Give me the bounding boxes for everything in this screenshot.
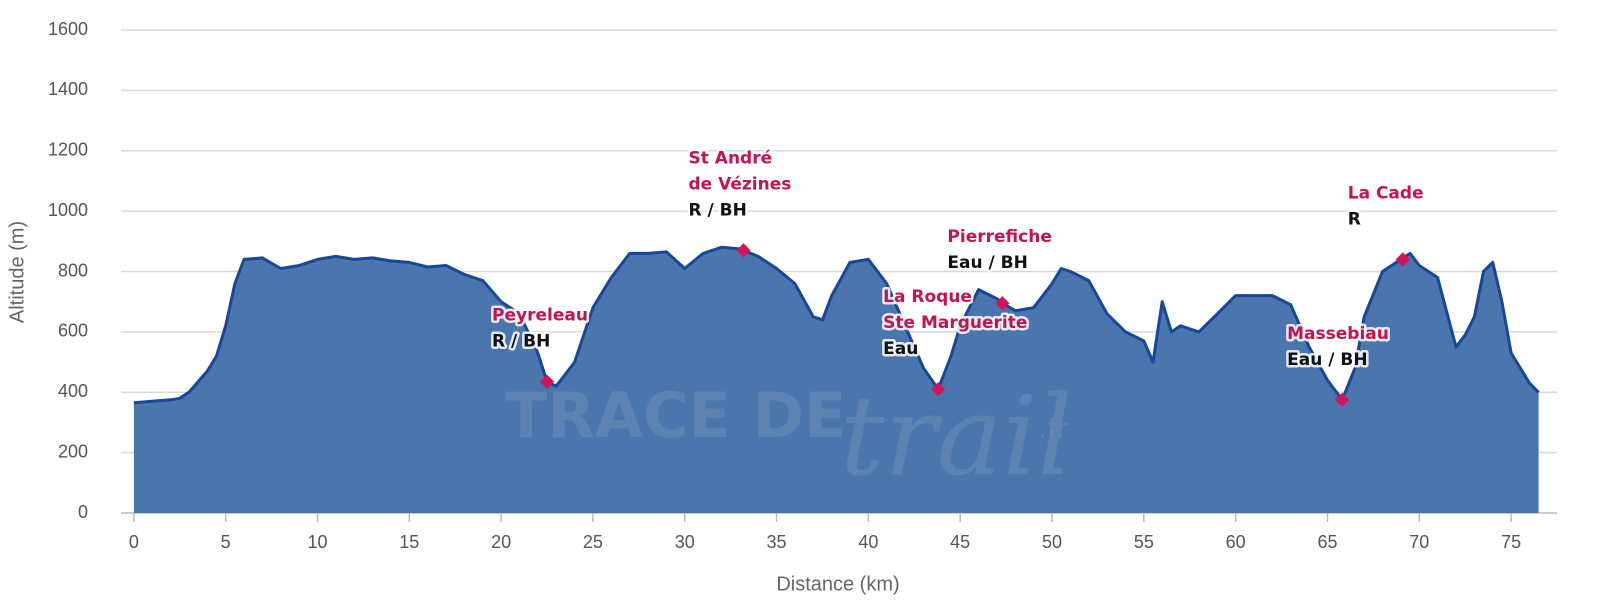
y-tick-label: 400 (58, 381, 88, 401)
waypoint-info: R / BH (689, 200, 747, 220)
waypoint-info: R / BH (492, 332, 550, 352)
waypoint-name: Ste Marguerite (883, 313, 1027, 333)
waypoint-name: de Vézines (689, 174, 792, 194)
x-tick-label: 20 (491, 532, 511, 552)
x-tick-label: 45 (950, 532, 970, 552)
waypoint-marker (1395, 252, 1410, 267)
y-tick-label: 600 (58, 321, 88, 341)
x-tick-label: 35 (767, 532, 787, 552)
waypoint-name: Peyreleau (492, 306, 588, 326)
x-tick-label: 0 (129, 532, 139, 552)
x-tick-label: 10 (307, 532, 327, 552)
y-tick-label: 1000 (48, 200, 88, 220)
x-tick-label: 70 (1409, 532, 1429, 552)
x-tick-label: 60 (1226, 532, 1246, 552)
plot (133, 245, 1540, 514)
x-tick-label: 30 (675, 532, 695, 552)
waypoint-marker (539, 374, 555, 389)
waypoint-marker (736, 243, 751, 258)
watermark-script: trail (840, 372, 1073, 500)
waypoint-name: La Cade (1348, 183, 1424, 203)
y-tick-label: 200 (58, 441, 88, 461)
y-tick-label: 800 (58, 260, 88, 280)
watermark: TRACE DE trail .fr (505, 372, 1073, 500)
y-tick-label: 1600 (48, 19, 88, 39)
x-tick-label: 50 (1042, 532, 1062, 552)
y-tick-label: 1400 (48, 79, 88, 99)
x-tick-label: 65 (1317, 532, 1337, 552)
waypoint-marker (931, 382, 946, 397)
labels: 0 200 400 600 800 1000 1200 1400 1600 0 5 10 15 20 25 3… (48, 19, 1521, 552)
waypoint-info: Eau / BH (1287, 350, 1367, 370)
watermark-main: TRACE DE (505, 379, 846, 452)
waypoint-info: R (1348, 209, 1361, 229)
x-tick-label: 5 (221, 532, 231, 552)
waypoint-info: Eau (883, 339, 918, 359)
waypoint-name: La Roque (883, 287, 972, 307)
waypoint-name: Massebiau (1287, 324, 1389, 344)
waypoint-name: Pierrefiche (947, 227, 1051, 247)
waypoint-name: St André (689, 148, 773, 168)
waypoint-info: Eau / BH (947, 253, 1027, 273)
x-axis-title: Distance (km) (776, 573, 899, 595)
y-axis-title: Altitude (m) (6, 221, 28, 323)
waypoint-marker (1335, 392, 1350, 407)
area (133, 247, 1539, 514)
waypoint-marker (995, 296, 1010, 311)
y-tick-label: 1200 (48, 140, 88, 160)
x-tick-label: 75 (1501, 532, 1521, 552)
x-tick-label: 25 (583, 532, 603, 552)
x-tick-label: 55 (1134, 532, 1154, 552)
x-tick-label: 40 (858, 532, 878, 552)
y-tick-label: 0 (78, 502, 88, 522)
watermark-suffix: .fr (1038, 412, 1069, 445)
x-tick-label: 15 (399, 532, 419, 552)
line (133, 245, 1540, 405)
